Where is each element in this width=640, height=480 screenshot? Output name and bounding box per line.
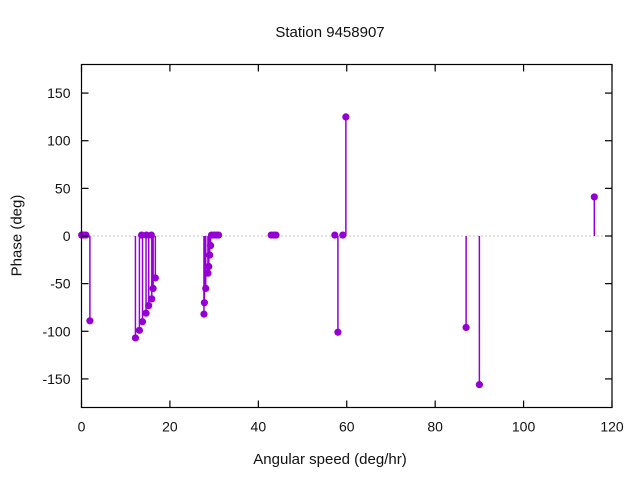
y-axis-label: Phase (deg) <box>8 194 26 277</box>
x-tick-label: 20 <box>162 419 178 435</box>
y-tick-label: -50 <box>50 276 70 292</box>
data-point <box>204 269 212 277</box>
data-point <box>131 334 140 342</box>
data-point <box>339 231 347 239</box>
data-point <box>200 310 208 318</box>
data-point <box>142 309 150 317</box>
y-tick-label: 150 <box>47 85 71 101</box>
data-point <box>475 381 483 389</box>
x-axis-label: Angular speed (deg/hr) <box>253 451 407 468</box>
data-point <box>342 113 350 121</box>
data-point <box>272 231 280 239</box>
chart-title: Station 9458907 <box>275 24 385 41</box>
y-tick-label: 100 <box>47 133 71 149</box>
data-point <box>206 251 214 259</box>
x-tick-label: 80 <box>427 419 443 435</box>
data-point <box>147 231 155 239</box>
data-point <box>462 323 470 332</box>
x-tick-label: 100 <box>512 419 536 435</box>
data-point <box>148 295 156 303</box>
x-tick-label: 60 <box>339 419 355 435</box>
data-point <box>205 262 213 271</box>
data-point <box>86 317 94 325</box>
data-point <box>135 326 144 334</box>
x-tick-label: 0 <box>78 419 86 435</box>
data-point <box>145 301 153 310</box>
data-point <box>202 284 210 293</box>
data-point <box>331 231 339 239</box>
x-tick-label: 40 <box>251 419 267 435</box>
y-tick-label: -100 <box>42 323 70 339</box>
data-point <box>214 231 223 239</box>
data-point <box>82 231 90 239</box>
y-tick-label: 0 <box>63 228 71 244</box>
data-point <box>151 274 159 282</box>
data-point <box>149 284 157 293</box>
data-point <box>200 299 208 307</box>
data-point <box>206 241 215 250</box>
data-point <box>334 328 342 336</box>
y-tick-label: -150 <box>42 371 70 387</box>
data-point <box>590 193 598 201</box>
y-tick-label: 50 <box>55 180 71 196</box>
x-tick-label: 120 <box>600 419 624 435</box>
data-point <box>138 318 147 326</box>
